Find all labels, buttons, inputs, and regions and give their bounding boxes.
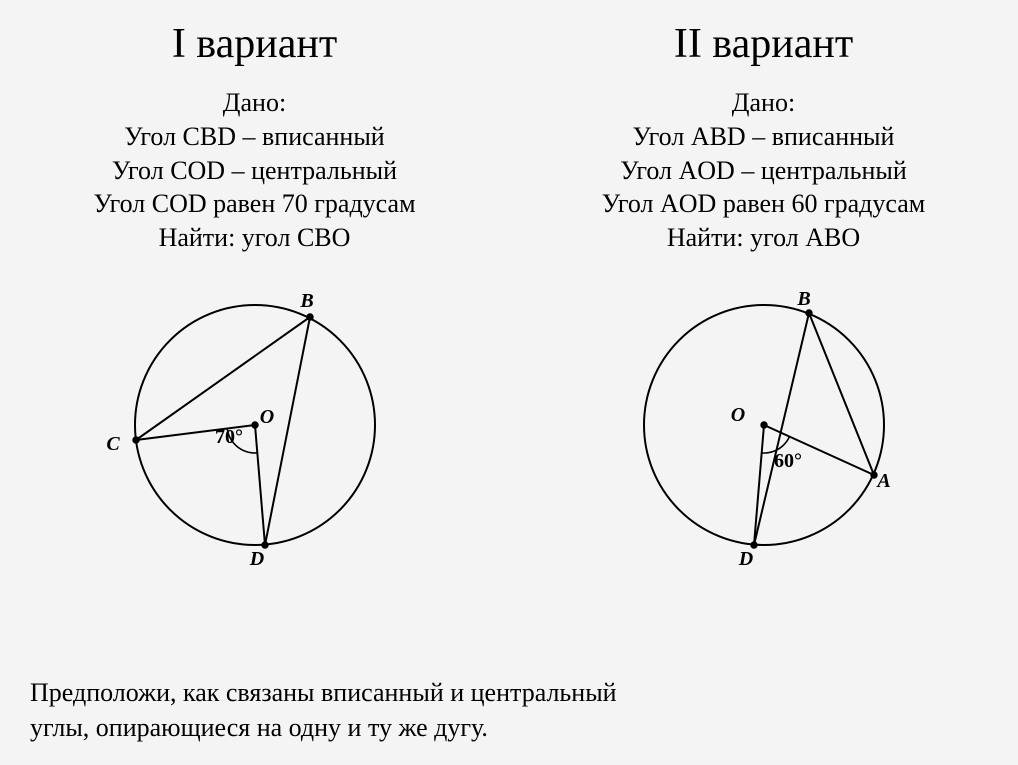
given-label: Дано: [602, 86, 926, 120]
variant-1-column: I вариант Дано: Угол CBD – вписанный Уго… [0, 0, 509, 670]
svg-text:D: D [737, 548, 752, 570]
given-line-1: Угол ABD – вписанный [602, 120, 926, 154]
variant-1-title: I вариант [172, 20, 337, 68]
given-line-1: Угол CBD – вписанный [93, 120, 415, 154]
find-line: Найти: угол CBO [93, 221, 415, 255]
circle-diagram-2: B A D O 60° [604, 265, 924, 585]
given-label: Дано: [93, 86, 415, 120]
find-line: Найти: угол ABO [602, 221, 926, 255]
variant-2-given: Дано: Угол ABD – вписанный Угол AOD – це… [602, 86, 926, 255]
given-line-3: Угол COD равен 70 градусам [93, 187, 415, 221]
variant-2-column: II вариант Дано: Угол ABD – вписанный Уг… [509, 0, 1018, 670]
variant-1-figure: B C D O 70° [95, 265, 415, 590]
svg-text:O: O [730, 404, 744, 426]
variant-2-title: II вариант [674, 20, 853, 68]
given-line-2: Угол AOD – центральный [602, 154, 926, 188]
svg-text:60°: 60° [774, 450, 802, 472]
page: I вариант Дано: Угол CBD – вписанный Уго… [0, 0, 1018, 765]
columns: I вариант Дано: Угол CBD – вписанный Уго… [0, 0, 1018, 670]
svg-text:O: O [259, 406, 273, 428]
given-line-3: Угол AOD равен 60 градусам [602, 187, 926, 221]
svg-text:C: C [106, 433, 120, 455]
bottom-prompt: Предположи, как связаны вписанный и цент… [30, 675, 990, 745]
svg-text:B: B [796, 288, 810, 310]
bottom-line-1: Предположи, как связаны вписанный и цент… [30, 675, 990, 710]
svg-text:70°: 70° [215, 426, 243, 448]
given-line-2: Угол COD – центральный [93, 154, 415, 188]
svg-text:A: A [875, 470, 890, 492]
circle-diagram-1: B C D O 70° [95, 265, 415, 585]
svg-text:D: D [248, 548, 263, 570]
variant-2-figure: B A D O 60° [604, 265, 924, 590]
bottom-line-2: углы, опирающиеся на одну и ту же дугу. [30, 710, 990, 745]
variant-1-given: Дано: Угол CBD – вписанный Угол COD – це… [93, 86, 415, 255]
svg-text:B: B [299, 290, 313, 312]
